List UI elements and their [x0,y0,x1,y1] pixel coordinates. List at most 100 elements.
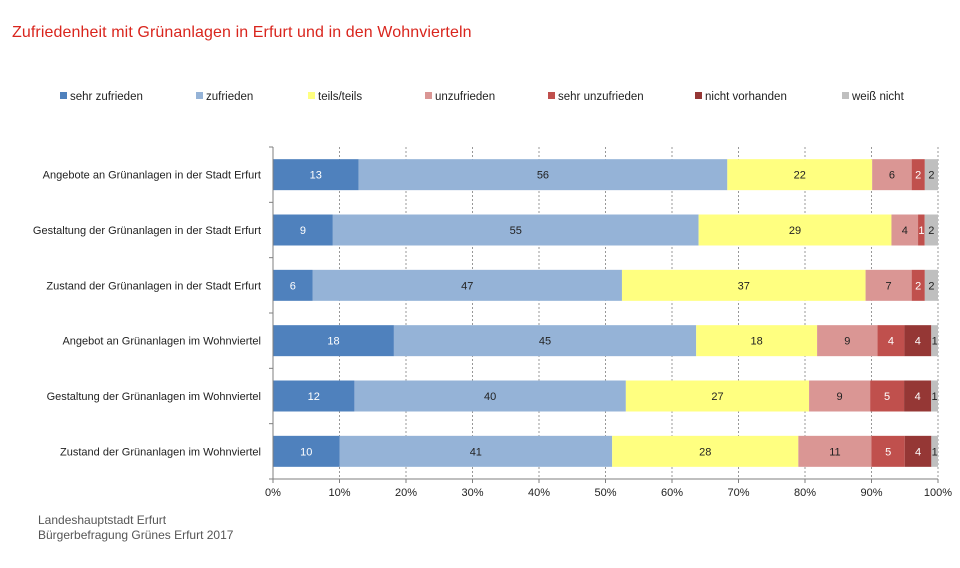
data-label: 4 [915,391,921,403]
bar-segment [904,380,932,412]
bar-segment [625,380,810,412]
legend-label: teils/teils [318,91,362,103]
x-tick-label: 80% [794,487,816,499]
data-label: 18 [327,336,339,348]
bar-segment [872,159,912,191]
category-label: Angebot an Grünanlagen im Wohnviertel [62,336,261,348]
bar-segment [621,269,866,301]
bar-segment [727,159,873,191]
x-tick-label: 70% [727,487,749,499]
bar-segment [871,435,905,467]
category-label: Gestaltung der Grünanlagen im Wohnvierte… [47,391,261,403]
data-label: 1 [932,336,938,348]
bar-segment [273,159,359,191]
bar-segment [877,325,905,357]
bar-segment [911,269,925,301]
data-label: 2 [928,170,934,182]
legend-label: sehr zufrieden [70,91,143,103]
bar-segment [924,159,938,191]
gridlines [339,147,939,479]
bar-segment [339,435,613,467]
data-label: 55 [510,225,522,237]
bar-segment [911,159,925,191]
data-label: 7 [886,280,892,292]
bar-segment [809,380,871,412]
bar-segment [354,380,626,412]
x-tick-label: 90% [860,487,882,499]
category-labels: Angebote an Grünanlagen in der Stadt Erf… [33,170,261,459]
legend-label: weiß nicht [851,91,905,103]
data-label: 2 [915,280,921,292]
data-label: 4 [888,336,894,348]
data-label: 2 [928,225,934,237]
x-tick-label: 30% [461,487,483,499]
data-label: 45 [539,336,551,348]
bar-segment [904,435,932,467]
data-label: 4 [915,446,921,458]
data-label: 5 [884,391,890,403]
x-axis: 0% 10% 20% 30% 40% 50% 60% 70% 80% 90% 100% [265,146,952,499]
data-label: 27 [711,391,723,403]
data-label: 1 [918,225,924,237]
data-label: 13 [310,170,322,182]
bar-segment [798,435,872,467]
data-label: 40 [484,391,496,403]
data-label: 29 [789,225,801,237]
category-label: Gestaltung der Grünanlagen in der Stadt … [33,225,261,237]
bar-segment [273,325,394,357]
bar-segment [918,214,925,246]
bar-segment [698,214,892,246]
data-label: 18 [751,336,763,348]
bar-segment [273,435,340,467]
x-tick-label: 20% [395,487,417,499]
data-label: 5 [885,446,891,458]
x-tick-label: 100% [924,487,952,499]
data-label: 47 [461,280,473,292]
source-line-2: Bürgerbefragung Grünes Erfurt 2017 [38,528,234,542]
x-tick-label: 10% [328,487,350,499]
data-label: 1 [932,446,938,458]
data-label: 2 [928,280,934,292]
data-label: 37 [738,280,750,292]
legend-label: nicht vorhanden [705,91,787,103]
legend-swatch [196,92,203,99]
data-label: 9 [837,391,843,403]
bar-segment [612,435,799,467]
category-label: Zustand der Grünanlagen im Wohnviertel [60,446,261,458]
x-tick-label: 60% [661,487,683,499]
x-tick-label: 0% [265,487,281,499]
bar-segment [870,380,905,412]
bar-segment [817,325,878,357]
bar-segment [332,214,699,246]
legend: sehr zufrieden zufrieden teils/teils unzufr… [60,91,905,103]
bar-segment [924,269,938,301]
data-label: 12 [308,391,320,403]
data-label: 6 [290,280,296,292]
data-label: 6 [889,170,895,182]
legend-swatch [548,92,555,99]
data-label: 2 [915,170,921,182]
bar-segment [358,159,728,191]
data-label: 41 [470,446,482,458]
x-tick-label: 40% [528,487,550,499]
data-label: 28 [699,446,711,458]
bar-segment [696,325,818,357]
legend-swatch [695,92,702,99]
data-label: 56 [537,170,549,182]
bar-segment [931,435,938,467]
legend-swatch [425,92,432,99]
x-tick-label: 50% [594,487,616,499]
data-label: 4 [902,225,908,237]
bar-segment [891,214,919,246]
bar-segment [904,325,932,357]
source-note: Landeshauptstadt Erfurt Bürgerbefragung … [38,513,233,543]
bar-segment [924,214,938,246]
data-label: 1 [932,391,938,403]
legend-swatch [308,92,315,99]
bar-segment [273,269,313,301]
bar-segment [865,269,912,301]
legend-label: unzufrieden [435,91,495,103]
data-label: 11 [829,446,840,458]
bar-segment [312,269,622,301]
